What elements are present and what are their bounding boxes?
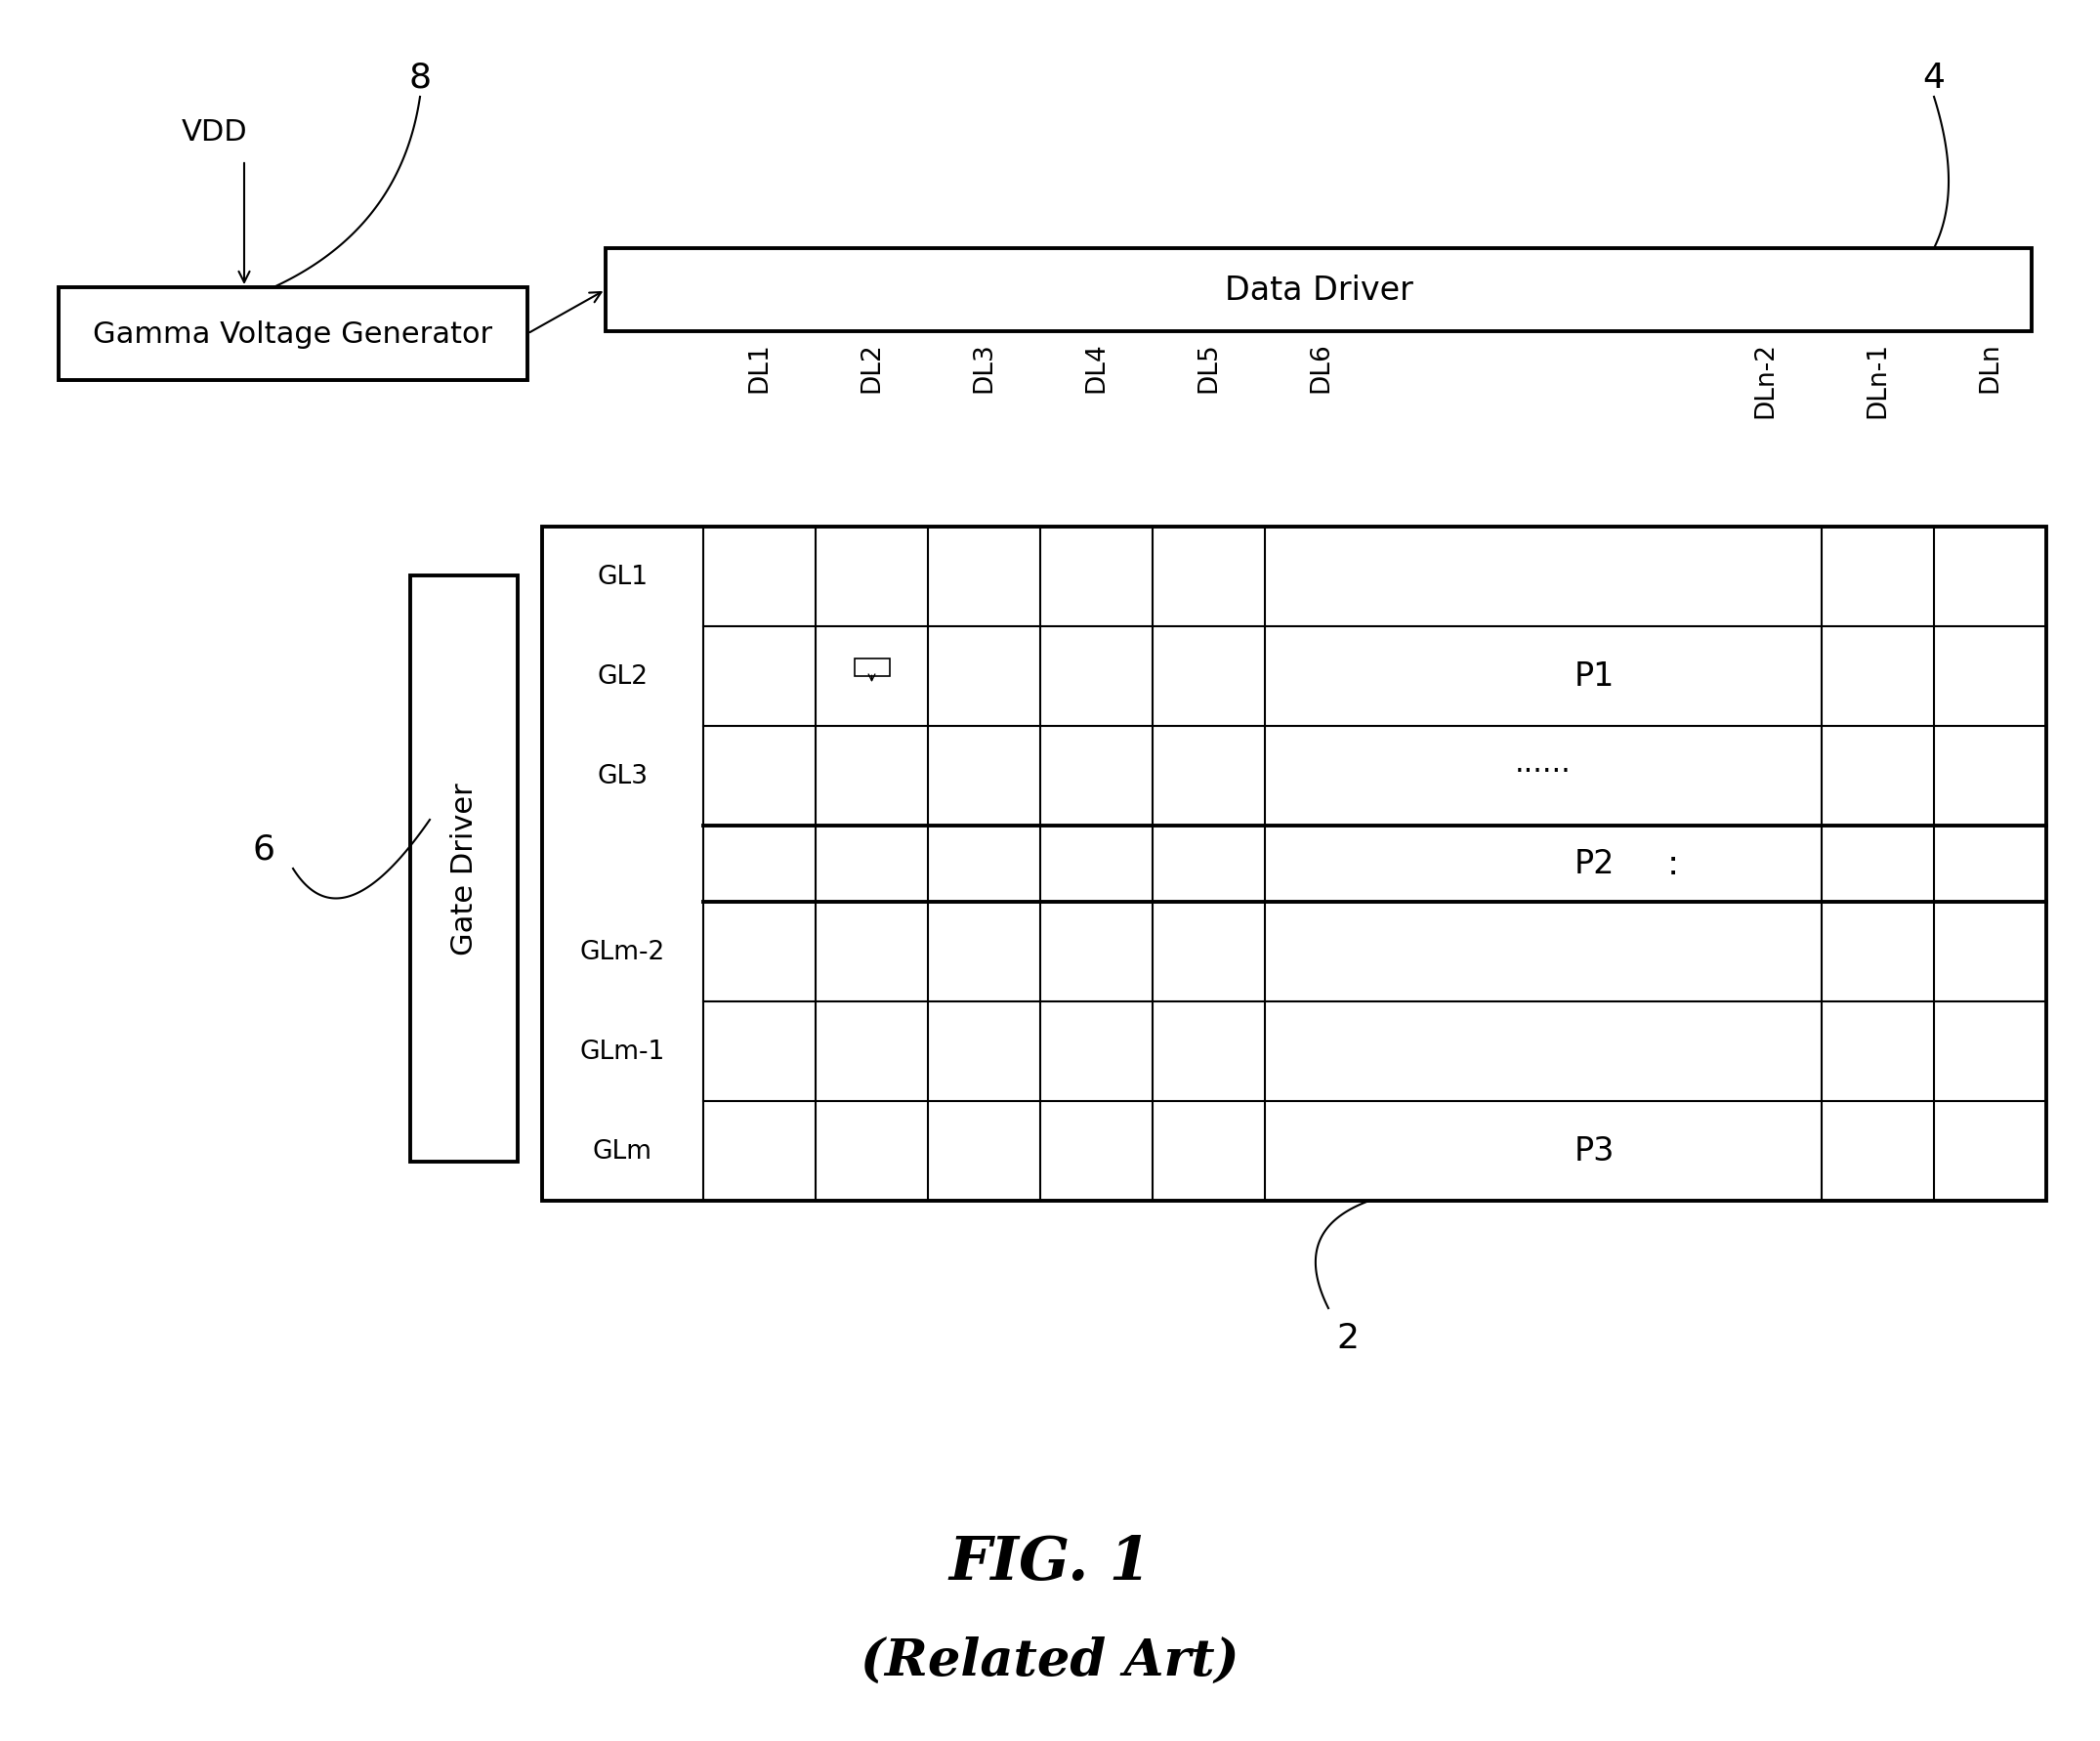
Text: DL5: DL5 [1197, 341, 1222, 392]
Text: GL3: GL3 [596, 764, 649, 789]
Text: GLm-2: GLm-2 [580, 940, 666, 965]
Text: DLn-1: DLn-1 [1865, 341, 1890, 418]
Text: 2: 2 [1338, 1321, 1359, 1354]
Text: GLm-1: GLm-1 [580, 1039, 666, 1064]
Text: 4: 4 [1924, 61, 1945, 94]
Text: 6: 6 [252, 832, 275, 865]
Text: Gamma Voltage Generator: Gamma Voltage Generator [92, 320, 494, 348]
Text: VDD: VDD [183, 118, 248, 146]
FancyBboxPatch shape [605, 249, 2031, 333]
Text: P3: P3 [1575, 1135, 1615, 1166]
Text: DL1: DL1 [748, 341, 773, 392]
Text: DL6: DL6 [1308, 341, 1334, 392]
Text: Data Driver: Data Driver [1224, 275, 1413, 306]
Text: FIG. 1: FIG. 1 [949, 1534, 1151, 1591]
Text: DLn: DLn [1978, 341, 2003, 392]
Text: GLm: GLm [592, 1139, 653, 1165]
Text: 8: 8 [410, 61, 430, 94]
Text: DL3: DL3 [972, 341, 998, 392]
Bar [855, 660, 888, 677]
FancyBboxPatch shape [59, 287, 527, 381]
Text: (Related Art): (Related Art) [861, 1635, 1239, 1685]
Text: ......: ...... [1514, 749, 1571, 776]
Text: GL2: GL2 [596, 663, 649, 689]
FancyBboxPatch shape [542, 528, 2045, 1201]
Text: P2: P2 [1575, 848, 1615, 881]
Text: DL4: DL4 [1084, 341, 1109, 392]
Text: :: : [1667, 848, 1678, 881]
Text: DLn-2: DLn-2 [1754, 341, 1779, 418]
Text: P1: P1 [1575, 660, 1615, 693]
Text: Gate Driver: Gate Driver [449, 783, 479, 956]
Text: DL2: DL2 [859, 341, 884, 392]
FancyBboxPatch shape [410, 576, 519, 1161]
Text: GL1: GL1 [596, 564, 649, 590]
